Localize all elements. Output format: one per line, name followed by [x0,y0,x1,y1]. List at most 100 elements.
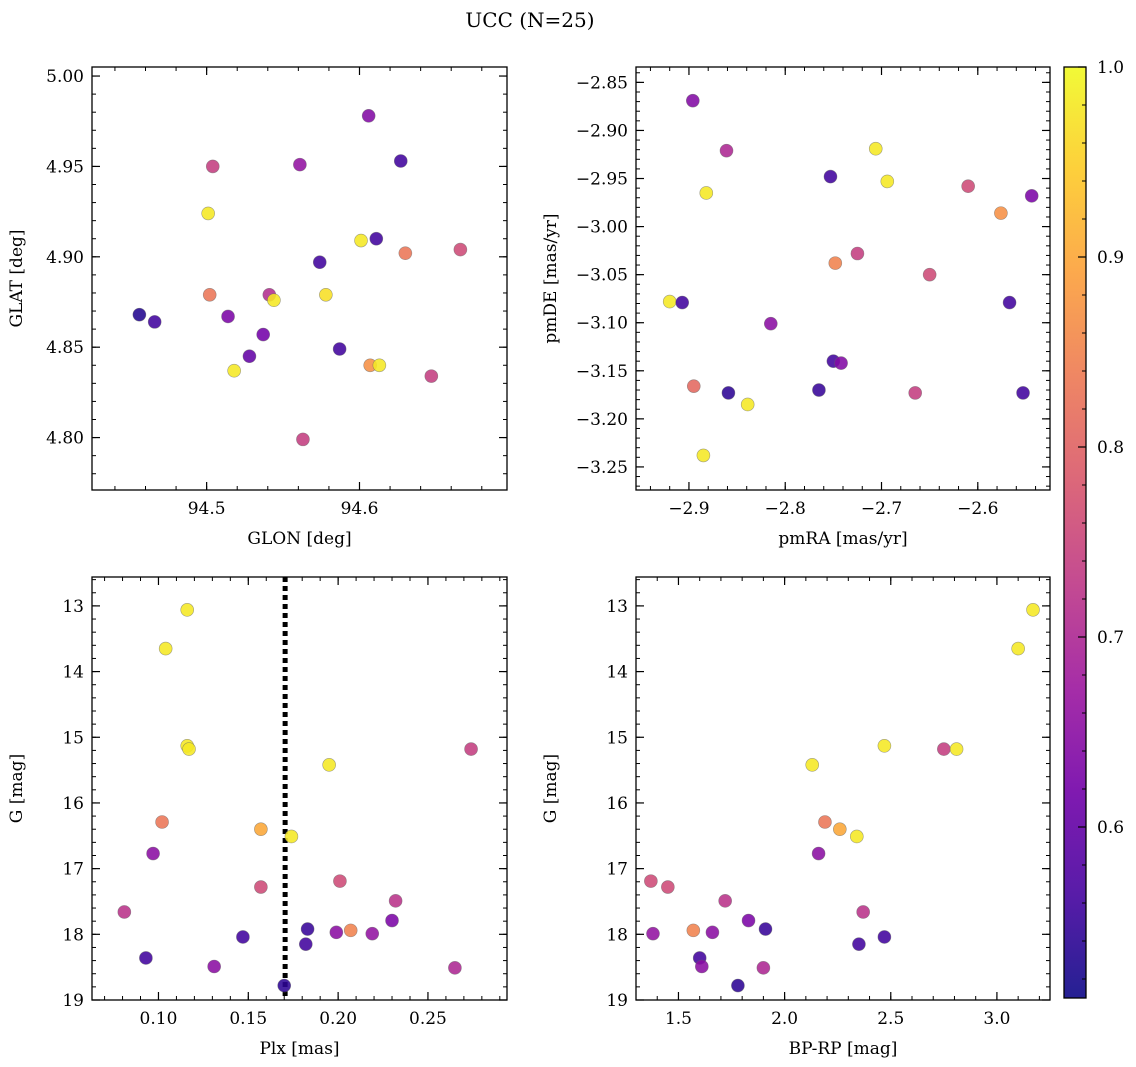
scatter-point [756,961,771,975]
y-tick-label: 18 [606,925,628,945]
scatter-point [662,294,677,309]
scatter-point [763,316,778,331]
scatter-point [158,641,173,656]
y-tick-label: 4.95 [46,157,84,177]
scatter-point [852,937,866,951]
scatter-point [937,742,951,756]
colorbar-tick-label: 0.9 [1097,248,1124,268]
scatter-point [740,397,755,412]
scatter-point [385,913,399,928]
y-tick-label: −3.20 [576,410,628,430]
plot-frame [91,576,508,1001]
scatter-point [849,829,864,844]
scatter-point [277,978,292,993]
scatter-point [221,309,235,324]
y-axis-label: pmDE [mas/yr] [541,213,561,343]
plot-frame [635,576,1051,1001]
y-tick-label: 15 [62,728,84,748]
scatter-point [675,295,690,310]
scatter-point [424,369,439,383]
scatter-point [1011,641,1025,656]
y-tick-label: −3.00 [576,218,628,238]
x-tick-label: −2.8 [765,499,806,519]
scatter-point [464,742,478,756]
scatter-point [908,386,923,400]
y-axis-label: GLAT [deg] [7,229,27,327]
scatter-point [398,246,413,260]
scatter-point [453,242,468,257]
x-tick-label: −2.6 [957,499,998,519]
scatter-point [369,231,384,246]
scatter-point [293,157,307,172]
scatter-point [823,169,838,184]
scatter-point [322,758,336,772]
scatter-point [155,815,169,829]
scatter-point [1024,189,1039,203]
scatter-point [361,109,376,123]
y-tick-label: −2.90 [576,121,628,141]
scatter-point [372,358,387,373]
scatter-point [146,846,160,861]
scatter-point [242,349,257,364]
y-tick-label: 17 [606,860,628,880]
y-tick-label: 4.90 [46,248,84,268]
scatter-point [695,959,709,974]
x-tick-label: 3.0 [983,1009,1010,1029]
x-tick-label: 0.15 [229,1009,267,1029]
y-axis-label: G [mag] [7,754,27,823]
scatter-point [207,959,221,974]
scatter-point [644,874,658,888]
scatter-point [1016,386,1030,400]
y-tick-label: 18 [62,925,84,945]
scatter-point [811,846,826,861]
scatter-point [333,874,347,888]
scatter-point [147,315,162,329]
scatter-point [343,923,358,938]
colorbar-tick-label: 0.7 [1097,628,1124,648]
y-axis-label: G [mag] [541,754,561,823]
scatter-point [448,961,462,975]
y-tick-label: 4.80 [46,429,84,449]
y-tick-label: −3.05 [576,266,628,286]
scatter-point [646,926,660,941]
scatter-point [329,925,344,940]
x-tick-label: −2.7 [861,499,902,519]
scatter-point [227,363,241,378]
colorbar-tick-label: 0.6 [1097,818,1124,838]
x-tick-label: 0.10 [140,1009,178,1029]
scatter-point [961,179,975,194]
scatter-point [267,293,281,307]
x-tick-label: 0.20 [319,1009,357,1029]
y-tick-label: −3.15 [576,362,628,382]
scatter-point [686,379,701,393]
scatter-point [1026,603,1040,617]
x-tick-label: 94.6 [341,499,379,519]
y-tick-label: 16 [62,794,84,814]
y-tick-label: −2.95 [576,170,628,190]
scatter-point [699,186,714,200]
x-axis-label: pmRA [mas/yr] [778,529,907,549]
scatter-point [686,93,700,108]
scatter-point [868,141,883,156]
y-tick-label: −3.10 [576,314,628,334]
scatter-points [662,93,1039,463]
colorbar-frame [1063,66,1087,999]
scatter-point [202,287,217,302]
scatter-point [312,255,327,270]
scatter-point [182,742,196,756]
x-axis-label: GLON [deg] [247,529,351,549]
x-tick-label: 94.5 [188,499,226,519]
y-tick-label: 5.00 [46,67,84,87]
scatter-point [254,880,268,894]
figure-title: UCC (N=25) [465,8,594,32]
x-tick-label: 0.25 [409,1009,447,1029]
ticks: 0.10 0.15 0.20 0.25 13 14 15 16 17 18 19 [62,577,507,1029]
scatter-point [1002,295,1017,310]
scatter-point [877,739,892,753]
scatter-point [201,206,215,221]
scatter-point [393,154,408,168]
x-tick-label: −2.9 [668,499,709,519]
scatter-point [354,233,368,248]
scatter-point [718,894,732,908]
